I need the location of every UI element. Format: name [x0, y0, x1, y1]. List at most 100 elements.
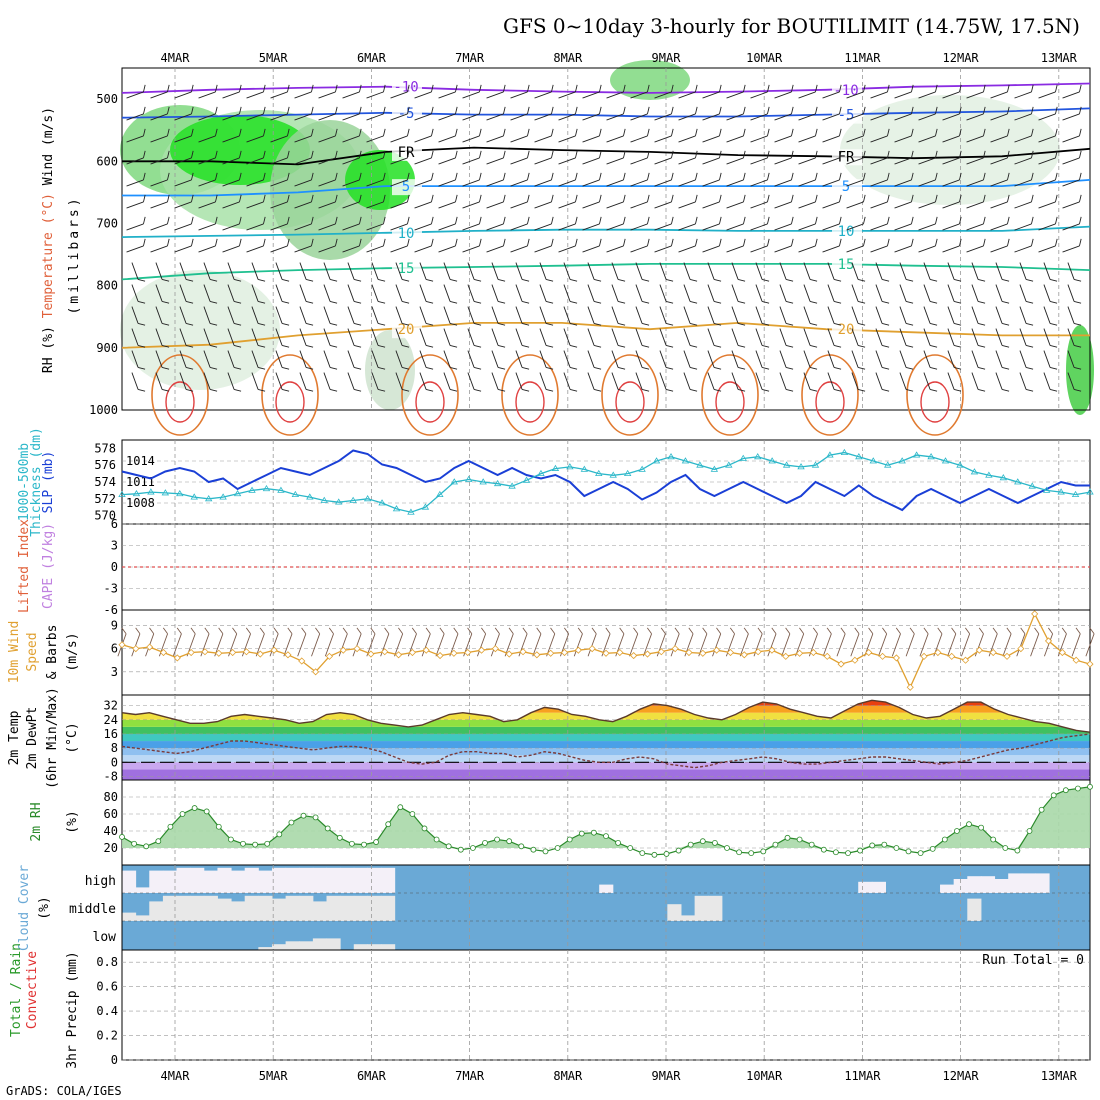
panel-axis-label: CAPE (J/kg)	[41, 523, 56, 609]
barb-shaft	[1043, 328, 1051, 346]
thickness-point	[768, 457, 776, 464]
barb-shaft	[150, 201, 168, 209]
barb-flag	[287, 128, 290, 137]
surface-wind-barb	[587, 627, 597, 657]
wind-barb	[203, 284, 218, 304]
wind-barb	[894, 150, 914, 165]
wind-barb	[1019, 306, 1034, 326]
wind-barb	[774, 150, 794, 165]
barb-flag	[1049, 345, 1058, 348]
wind-barb	[635, 372, 650, 392]
wind-speed-point	[1031, 610, 1039, 618]
barb-flag	[575, 150, 578, 159]
barb-flag	[840, 627, 846, 634]
barb-flag	[575, 238, 578, 247]
wind-barb	[246, 150, 266, 165]
wind-barb	[731, 284, 746, 304]
wind-barb	[875, 372, 890, 392]
barb-flag	[473, 367, 482, 370]
isotherm-label: -10	[833, 83, 858, 99]
barb-shaft	[318, 157, 336, 165]
barb-flag	[359, 150, 362, 159]
rh-point	[615, 840, 621, 846]
date-label-top: 8MAR	[553, 51, 583, 65]
barb-shaft	[1019, 262, 1027, 280]
barb-flag	[522, 627, 528, 634]
wind-barb	[659, 372, 674, 392]
barb-flag	[887, 172, 890, 181]
barb-flag	[551, 216, 554, 225]
barb-shaft	[755, 350, 763, 368]
barb-flag	[719, 194, 722, 203]
barb-flag	[575, 84, 578, 93]
wind-barb	[990, 194, 1010, 209]
barb-shaft	[342, 201, 360, 209]
barb-flag	[905, 301, 914, 304]
wind-barb	[822, 194, 842, 209]
wind-barb	[179, 284, 194, 304]
barb-flag	[1055, 150, 1058, 159]
barb-shaft	[299, 328, 307, 346]
barb-flag	[551, 194, 554, 203]
barb-flag	[383, 172, 386, 181]
barb-flag	[383, 84, 386, 93]
barb-flag	[713, 301, 722, 304]
barb-shaft	[582, 201, 600, 209]
barb-shaft	[678, 91, 696, 99]
barb-shaft	[462, 245, 480, 253]
barb-flag	[767, 238, 770, 247]
barb-flag	[481, 627, 487, 634]
cloud-cell	[162, 895, 178, 921]
barb-flag	[815, 128, 818, 137]
wind-barb	[366, 216, 386, 231]
thickness-point	[609, 471, 617, 478]
barb-flag	[599, 84, 602, 93]
wind-barb	[222, 150, 242, 165]
surface-wind-barb	[255, 627, 265, 657]
barb-shaft	[774, 157, 792, 165]
barb-flag	[647, 106, 650, 115]
barb-shaft	[798, 179, 816, 187]
barb-shaft	[995, 350, 1003, 368]
barb-flag	[383, 106, 386, 115]
date-label-top: 12MAR	[943, 51, 980, 65]
barb-shaft	[324, 633, 334, 657]
rh-point	[663, 851, 670, 857]
wind-speed-point	[422, 646, 430, 654]
wind-barb	[755, 262, 770, 282]
barb-flag	[809, 345, 818, 348]
barb-flag	[167, 172, 170, 181]
barb-flag	[425, 323, 434, 326]
wind-speed-point	[450, 649, 458, 657]
barb-flag	[599, 238, 602, 247]
cloud-cell	[367, 895, 382, 921]
wind-barb	[1067, 284, 1082, 304]
barb-shaft	[435, 633, 445, 657]
panel-frame	[121, 779, 1091, 866]
wind-barb	[846, 216, 866, 231]
wind-barb	[798, 172, 818, 187]
panel-axis-label: 3hr Precip (mm)	[65, 951, 80, 1068]
wind-barb	[822, 150, 842, 165]
barb-flag	[839, 172, 842, 181]
wind-barb	[443, 328, 458, 348]
barb-flag	[407, 194, 410, 203]
thickness-point	[623, 469, 632, 477]
wind-barb	[918, 84, 938, 99]
cloud-cell	[980, 876, 996, 893]
wind-barb	[846, 194, 866, 209]
barb-flag	[911, 84, 914, 93]
wind-barb	[1067, 328, 1082, 348]
barb-flag	[569, 301, 578, 304]
wind-barb	[246, 216, 266, 231]
barb-flag	[617, 323, 626, 326]
barb-flag	[305, 323, 314, 326]
barb-flag	[771, 627, 777, 634]
barb-flag	[761, 301, 770, 304]
barb-shaft	[803, 262, 811, 280]
barb-shaft	[394, 633, 404, 657]
barb-flag	[545, 345, 554, 348]
wind-barb	[995, 328, 1010, 348]
barb-shaft	[1043, 350, 1051, 368]
barb-shaft	[467, 262, 475, 280]
